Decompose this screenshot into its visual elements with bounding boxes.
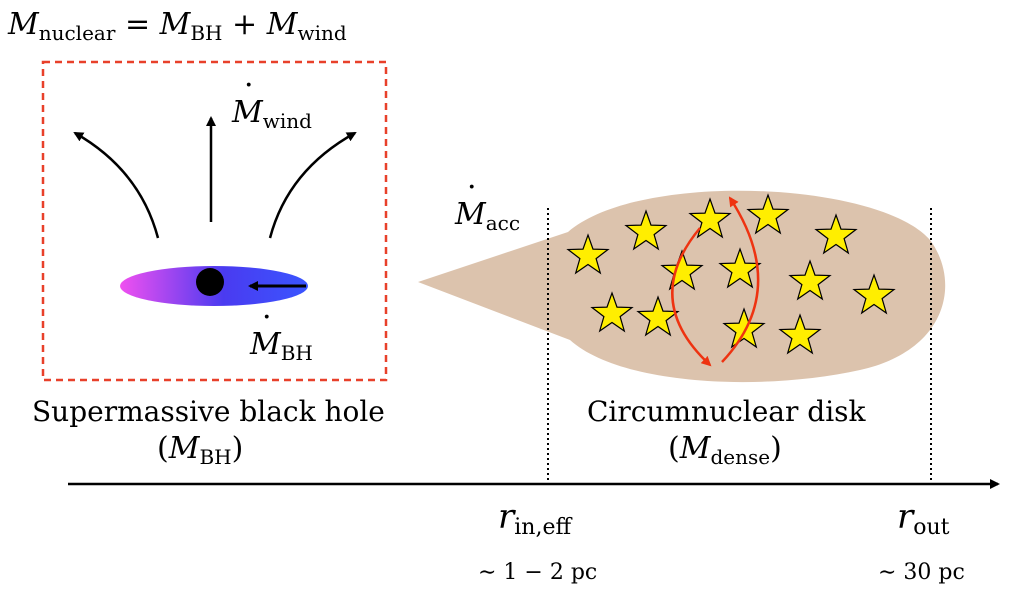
- black-hole: [196, 268, 224, 296]
- accretion-rate-label: Macc: [455, 200, 520, 234]
- bh-rate-label: MBH: [250, 330, 313, 364]
- disk-mass-label: (Mdense): [668, 431, 782, 469]
- star-9: [852, 273, 896, 315]
- star-13: [778, 313, 822, 355]
- star-1: [566, 233, 610, 275]
- wind-arrow-right: [268, 131, 357, 239]
- circulation-arrow-up: [721, 196, 760, 363]
- star-12: [722, 307, 766, 349]
- r-in-label: rin,eff: [498, 497, 572, 540]
- smbh-mass-label: (MBH): [157, 431, 244, 469]
- circulation-arrow-down: [671, 227, 712, 367]
- disk-caption: Circumnuclear disk: [587, 395, 866, 428]
- smbh-caption: Supermassive black hole: [32, 395, 385, 428]
- star-4: [746, 193, 790, 235]
- stars-group: [566, 193, 896, 355]
- star-3: [688, 197, 732, 239]
- wind-arrow-left: [73, 131, 160, 239]
- wind-rate-label: Mwind: [232, 98, 312, 132]
- star-11: [636, 295, 680, 337]
- r-out-value: ∼ 30 pc: [878, 560, 965, 585]
- r-in-value: ∼ 1 − 2 pc: [478, 560, 598, 585]
- r-out-label: rout: [897, 497, 950, 540]
- nuclear-rate-equation: Mnuclear = MBH + Mwind: [8, 10, 347, 44]
- star-6: [660, 249, 704, 291]
- star-7: [718, 247, 762, 289]
- star-10: [590, 291, 634, 333]
- star-5: [814, 213, 858, 255]
- star-8: [788, 259, 832, 301]
- star-2: [624, 209, 668, 251]
- smbh-dashed-box: [41, 60, 388, 382]
